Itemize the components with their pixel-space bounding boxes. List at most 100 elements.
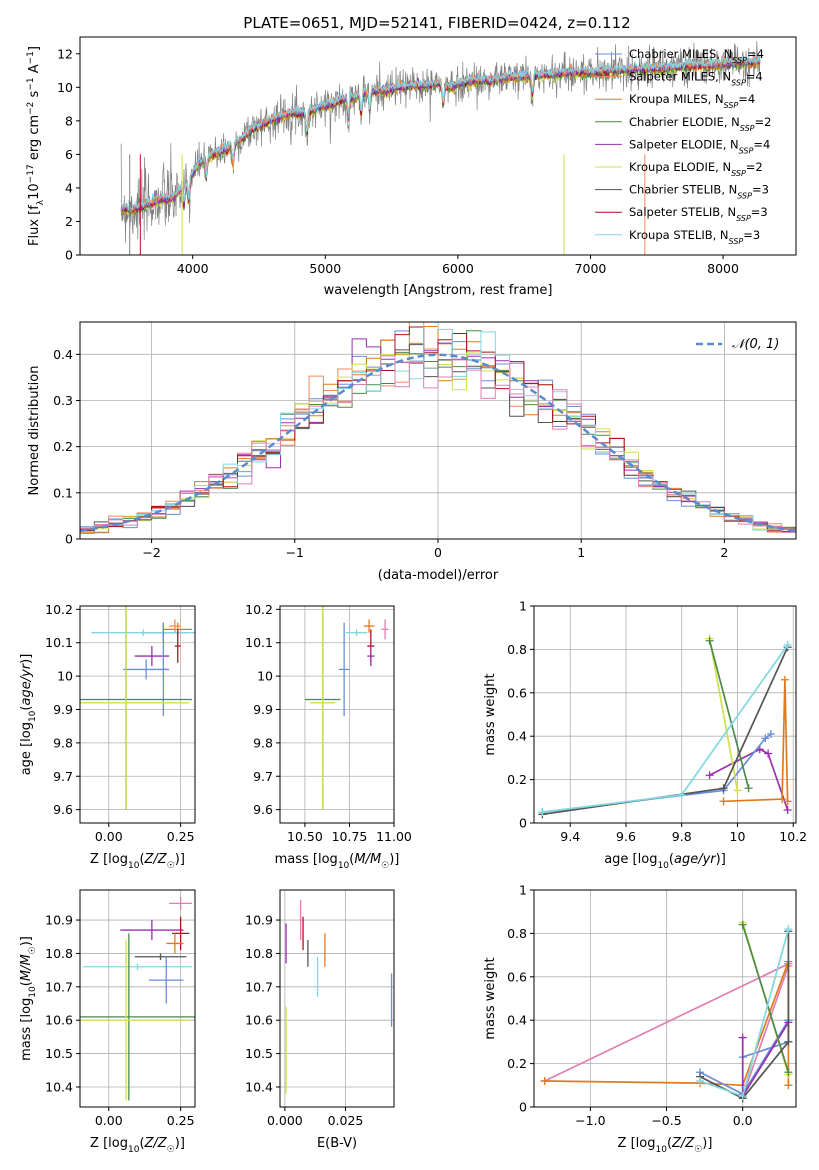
x-tick-label: 10.2 (779, 829, 807, 844)
figure-title: PLATE=0651, MJD=52141, FIBERID=0424, z=0… (243, 14, 630, 32)
x-axis-label: Z [log10(Z/Z☉)] (90, 852, 185, 871)
label-part: Z [log (90, 852, 128, 867)
y-tick-label: 1 (519, 883, 527, 898)
label-part: −1 (26, 51, 36, 64)
y-tick-label: 10.4 (45, 1079, 73, 1094)
legend-text: =2 (755, 115, 772, 129)
y-tick-label: 10.1 (45, 635, 73, 650)
weight-line-pink (741, 965, 790, 1097)
weight-marker (784, 1037, 793, 1046)
legend-entry: Salpeter MILES, NSSP=4 (629, 70, 763, 88)
x-tick-label: 0.025 (328, 1113, 364, 1128)
y-tick-label: 0.6 (507, 685, 527, 700)
weight-marker (784, 1068, 793, 1077)
x-tick-label: 8000 (707, 261, 739, 276)
error-bar-point (169, 619, 181, 633)
mass-vs-z-plot-area (80, 896, 195, 1101)
label-part: ( (139, 1136, 144, 1151)
label-part: 10 (657, 861, 669, 871)
y-tick-label: 6 (65, 147, 73, 162)
label-part: s (27, 90, 42, 101)
label-part: 10 (28, 710, 38, 722)
y-tick-label: 0.8 (507, 926, 527, 941)
x-tick-label: 6000 (442, 261, 474, 276)
label-part: 10 (28, 986, 38, 998)
label-part: 10 (338, 861, 350, 871)
y-axis-label: mass weight (483, 673, 498, 755)
error-bar-point (80, 606, 190, 810)
weight-marker (719, 784, 728, 793)
x-tick-label: 2 (720, 545, 728, 560)
mass-vs-ebv-axes: 0.000 0.025 10.4 10.5 10.6 10.7 10.8 10.9 E(B-V) (245, 889, 395, 1151)
legend-sub: SSP (724, 101, 739, 110)
y-tick-label: 10.1 (245, 635, 273, 650)
x-tick-label: 0.000 (267, 1113, 303, 1128)
weight-marker (719, 797, 728, 806)
x-axis-label: Z [log10(Z/Z☉)] (618, 1136, 713, 1155)
y-tick-label: 10.4 (245, 1079, 273, 1094)
x-tick-label: −0.5 (651, 1113, 681, 1128)
weight-marker (778, 795, 787, 804)
weight-line-chabrier-miles (742, 1041, 789, 1058)
label-part: ☉ (167, 1145, 175, 1155)
label-part: )] (19, 936, 34, 946)
legend-text: Salpeter STELIB, N (629, 205, 736, 219)
weight-line-chabrier-stelib (542, 646, 789, 816)
weight-marker (780, 675, 789, 684)
y-tick-label: 10.8 (45, 946, 73, 961)
error-bar-point (338, 622, 350, 717)
legend-text: Kroupa ELODIE, N (629, 160, 731, 174)
x-axis-label: E(B-V) (317, 1136, 357, 1151)
y-tick-label: 4 (65, 180, 73, 195)
legend-text: Salpeter ELODIE, N (629, 137, 739, 151)
label-part: )] (175, 1136, 185, 1151)
label-part: erg cm (27, 115, 42, 164)
legend-sub: SSP (732, 56, 747, 65)
legend-text: Chabrier STELIB, N (629, 183, 737, 197)
x-tick-label: 11.00 (376, 829, 412, 844)
spectrum-axes: 4000 5000 6000 7000 8000 0 2 4 6 8 10 12 wavelength … (26, 36, 797, 298)
y-tick-label: 10 (257, 669, 273, 684)
error-bar-point (82, 963, 193, 971)
label-part: ( (139, 852, 144, 867)
label-part: Z/Z (144, 852, 168, 867)
y-tick-label: 10.5 (45, 1046, 73, 1061)
y-tick-label: 10.6 (245, 1013, 273, 1028)
axes-frame (279, 889, 395, 1108)
y-tick-label: 10.5 (245, 1046, 273, 1061)
label-part: ( (19, 706, 34, 711)
y-tick-label: 0.4 (507, 1013, 527, 1028)
y-tick-label: 0 (65, 532, 73, 547)
legend-text: Kroupa STELIB, N (629, 228, 729, 242)
x-tick-label: 0 (434, 545, 442, 560)
y-axis-label: age [log10(age/yr)] (19, 654, 38, 776)
legend-text: Kroupa MILES, N (629, 92, 724, 106)
weight-marker (738, 920, 747, 929)
y-tick-label: 2 (65, 214, 73, 229)
x-tick-label: 9.4 (560, 829, 580, 844)
y-tick-label: 10.2 (45, 602, 73, 617)
axes-frame (79, 889, 196, 1108)
label-part: ☉ (381, 861, 389, 871)
legend-sub: SSP (739, 146, 754, 155)
error-bar-point (345, 629, 368, 637)
x-tick-label: 5000 (309, 261, 341, 276)
label-part: age/yr (674, 852, 717, 867)
label-part: Z/Z (671, 1136, 695, 1151)
error-bar-point (169, 896, 193, 911)
residual-histogram-plot-area (80, 322, 796, 534)
error-bar-point (174, 629, 181, 663)
legend-sub: SSP (736, 214, 751, 223)
axes-frame (533, 889, 797, 1108)
y-tick-label: 9.7 (253, 769, 273, 784)
y-tick-label: 9.6 (253, 802, 273, 817)
legend-text: =2 (746, 160, 763, 174)
y-tick-label: 0.8 (507, 642, 527, 657)
label-part: 10 (27, 183, 42, 200)
x-tick-label: 0.25 (167, 1113, 195, 1128)
error-bar-point (149, 956, 184, 1004)
